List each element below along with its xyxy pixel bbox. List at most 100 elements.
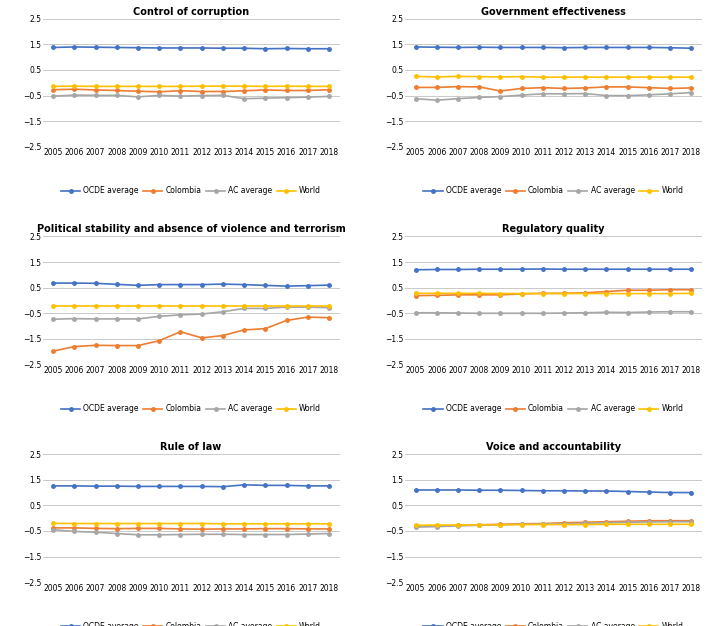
AC average: [261, 95, 269, 102]
OCDE average: [197, 44, 206, 52]
AC average: [282, 94, 291, 101]
World: [496, 521, 505, 528]
World: [518, 73, 526, 80]
OCDE average: [113, 280, 121, 288]
Line: AC average: AC average: [414, 520, 693, 529]
Colombia: [91, 525, 100, 532]
OCDE average: [644, 265, 653, 273]
World: [475, 521, 484, 528]
World: [282, 83, 291, 90]
World: [602, 521, 610, 528]
AC average: [303, 530, 312, 538]
Colombia: [91, 86, 100, 94]
Line: OCDE average: OCDE average: [414, 488, 693, 495]
OCDE average: [113, 483, 121, 490]
World: [134, 520, 143, 527]
World: [134, 302, 143, 310]
AC average: [496, 521, 505, 528]
Line: OCDE average: OCDE average: [414, 267, 693, 272]
World: [91, 520, 100, 527]
AC average: [113, 530, 121, 537]
OCDE average: [623, 44, 632, 51]
Colombia: [240, 87, 248, 95]
Colombia: [518, 85, 526, 92]
Colombia: [496, 87, 505, 95]
Colombia: [155, 88, 164, 96]
AC average: [560, 90, 569, 98]
World: [49, 83, 57, 90]
OCDE average: [666, 489, 674, 496]
World: [240, 302, 248, 310]
Title: Rule of law: Rule of law: [160, 442, 222, 452]
Colombia: [644, 517, 653, 525]
AC average: [91, 528, 100, 536]
Colombia: [49, 524, 57, 531]
Line: Colombia: Colombia: [414, 519, 693, 528]
World: [496, 73, 505, 81]
World: [644, 73, 653, 81]
AC average: [325, 304, 333, 311]
Colombia: [432, 84, 441, 91]
World: [240, 520, 248, 528]
AC average: [261, 305, 269, 312]
OCDE average: [325, 281, 333, 289]
World: [454, 290, 462, 297]
World: [454, 521, 462, 529]
Colombia: [218, 525, 227, 533]
World: [581, 521, 589, 528]
AC average: [91, 91, 100, 99]
OCDE average: [687, 44, 696, 52]
AC average: [218, 308, 227, 316]
OCDE average: [197, 483, 206, 490]
Colombia: [70, 343, 79, 351]
Colombia: [475, 521, 484, 528]
World: [496, 290, 505, 297]
Colombia: [581, 84, 589, 91]
Line: World: World: [414, 292, 693, 295]
Line: World: World: [414, 74, 693, 79]
OCDE average: [155, 483, 164, 490]
Line: World: World: [52, 85, 330, 88]
AC average: [644, 308, 653, 316]
OCDE average: [581, 265, 589, 273]
OCDE average: [644, 44, 653, 51]
Line: OCDE average: OCDE average: [52, 45, 330, 51]
OCDE average: [49, 482, 57, 490]
World: [70, 83, 79, 90]
Colombia: [623, 518, 632, 525]
World: [666, 73, 674, 81]
OCDE average: [49, 279, 57, 287]
Line: AC average: AC average: [52, 305, 330, 321]
OCDE average: [602, 265, 610, 273]
AC average: [432, 309, 441, 317]
Colombia: [687, 84, 696, 91]
OCDE average: [240, 481, 248, 489]
World: [303, 302, 312, 310]
OCDE average: [581, 44, 589, 51]
Colombia: [496, 291, 505, 299]
World: [49, 520, 57, 527]
AC average: [623, 309, 632, 316]
AC average: [496, 93, 505, 100]
AC average: [687, 518, 696, 525]
Title: Political stability and absence of violence and terrorism: Political stability and absence of viole…: [37, 224, 345, 234]
AC average: [134, 531, 143, 538]
AC average: [240, 95, 248, 103]
World: [282, 302, 291, 310]
AC average: [218, 91, 227, 99]
OCDE average: [91, 43, 100, 51]
Colombia: [518, 520, 526, 528]
Title: Government effectiveness: Government effectiveness: [481, 7, 626, 17]
OCDE average: [218, 483, 227, 490]
Colombia: [113, 87, 121, 95]
OCDE average: [282, 481, 291, 489]
World: [602, 73, 610, 81]
OCDE average: [623, 488, 632, 495]
AC average: [113, 315, 121, 322]
OCDE average: [581, 487, 589, 495]
AC average: [602, 309, 610, 316]
World: [687, 73, 696, 81]
AC average: [581, 520, 589, 527]
OCDE average: [113, 44, 121, 51]
OCDE average: [134, 483, 143, 490]
